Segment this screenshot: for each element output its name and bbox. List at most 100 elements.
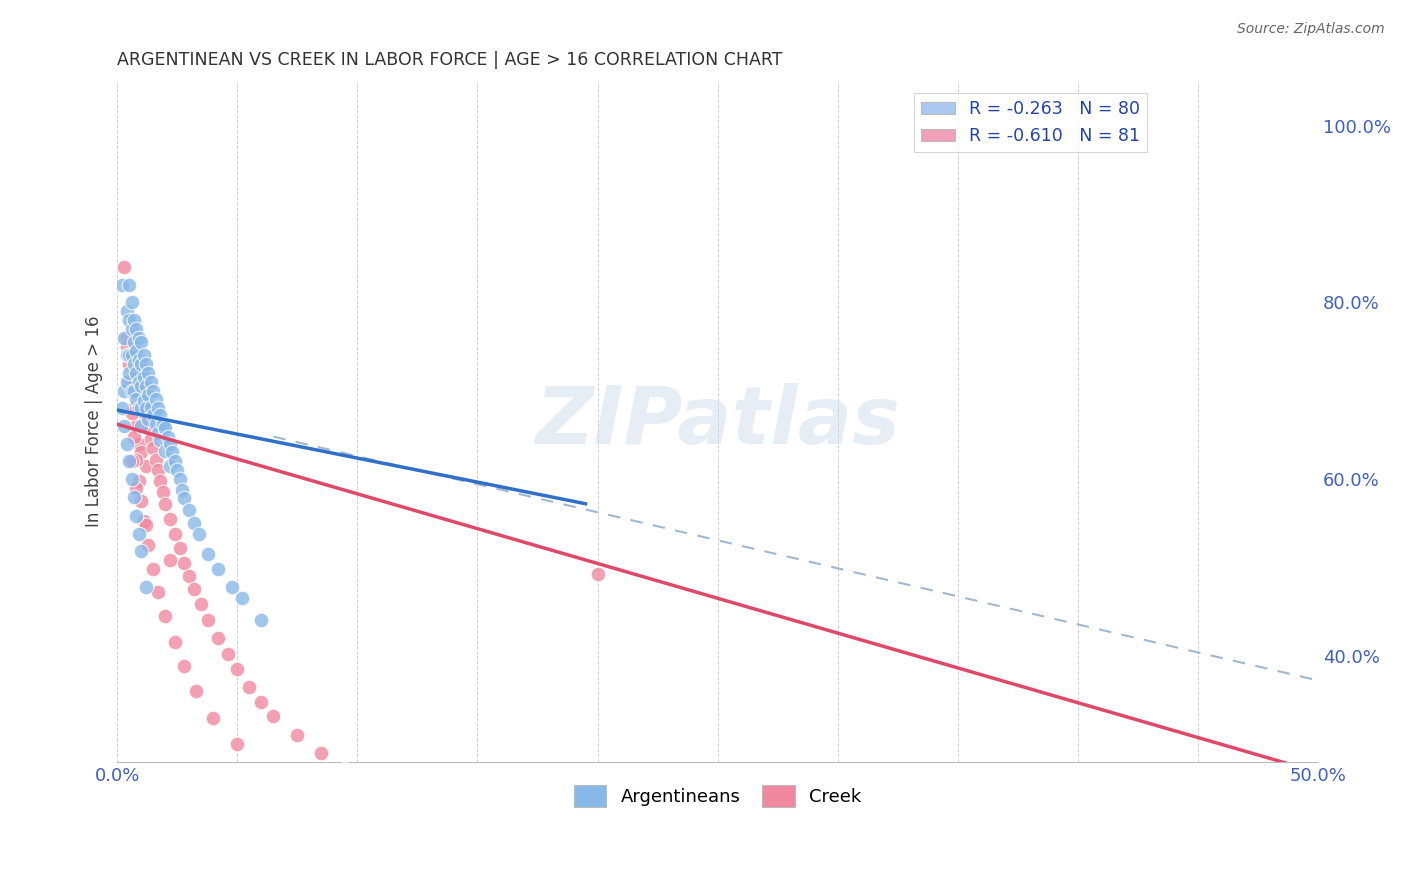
Point xyxy=(183,516,205,531)
Point xyxy=(803,889,825,892)
Point xyxy=(146,401,169,416)
Point xyxy=(135,458,157,473)
Point xyxy=(166,463,188,477)
Point xyxy=(115,330,138,344)
Point xyxy=(122,384,145,398)
Point xyxy=(121,472,143,486)
Point xyxy=(129,334,152,349)
Point xyxy=(658,871,681,886)
Point xyxy=(122,429,145,443)
Point xyxy=(197,613,219,627)
Point xyxy=(634,863,657,877)
Point xyxy=(202,710,225,724)
Point xyxy=(125,366,148,380)
Point xyxy=(478,825,501,839)
Point xyxy=(163,635,186,649)
Point xyxy=(129,445,152,459)
Point xyxy=(335,762,357,776)
Point xyxy=(129,392,152,407)
Point xyxy=(149,474,172,488)
Point xyxy=(370,781,392,796)
Point xyxy=(173,556,195,570)
Point xyxy=(183,582,205,597)
Point xyxy=(155,421,177,435)
Point xyxy=(128,352,150,367)
Point xyxy=(115,436,138,450)
Point xyxy=(311,790,333,805)
Point xyxy=(122,401,145,416)
Point xyxy=(226,662,249,676)
Point xyxy=(132,348,155,362)
Point xyxy=(115,339,138,353)
Point xyxy=(112,260,135,274)
Point xyxy=(111,401,134,416)
Point xyxy=(128,401,150,416)
Point xyxy=(142,562,165,576)
Point xyxy=(173,491,195,506)
Point xyxy=(118,348,141,362)
Point xyxy=(250,695,273,709)
Point xyxy=(285,728,308,742)
Point xyxy=(207,562,229,576)
Point xyxy=(118,375,141,389)
Point xyxy=(443,812,465,826)
Point xyxy=(159,436,181,450)
Point xyxy=(129,379,152,393)
Point xyxy=(173,659,195,673)
Point xyxy=(112,384,135,398)
Point xyxy=(142,384,165,398)
Point xyxy=(132,515,155,529)
Point xyxy=(135,401,157,416)
Point xyxy=(128,526,150,541)
Point xyxy=(186,684,208,698)
Point xyxy=(121,454,143,468)
Point xyxy=(132,394,155,409)
Point xyxy=(135,379,157,393)
Point xyxy=(128,375,150,389)
Point xyxy=(179,569,201,583)
Point xyxy=(128,384,150,398)
Point xyxy=(132,401,155,416)
Point xyxy=(118,357,141,371)
Point xyxy=(112,330,135,344)
Point xyxy=(129,419,152,434)
Point xyxy=(779,886,801,892)
Point xyxy=(155,609,177,624)
Point xyxy=(155,497,177,511)
Point xyxy=(122,490,145,504)
Point xyxy=(145,417,167,432)
Point xyxy=(311,746,333,760)
Point xyxy=(526,838,548,853)
Point xyxy=(112,419,135,434)
Point xyxy=(586,567,609,582)
Point xyxy=(122,357,145,371)
Point xyxy=(122,313,145,327)
Point xyxy=(129,544,152,558)
Point xyxy=(125,343,148,358)
Point xyxy=(121,322,143,336)
Point xyxy=(706,874,728,888)
Point xyxy=(111,277,134,292)
Point xyxy=(118,366,141,380)
Point xyxy=(155,443,177,458)
Point xyxy=(159,458,181,473)
Point xyxy=(145,392,167,407)
Point xyxy=(169,541,191,555)
Point xyxy=(138,538,160,552)
Point xyxy=(121,348,143,362)
Point xyxy=(128,436,150,450)
Point xyxy=(207,631,229,645)
Point xyxy=(187,526,209,541)
Point xyxy=(139,400,162,414)
Point xyxy=(149,433,172,447)
Point xyxy=(125,392,148,407)
Point xyxy=(146,425,169,440)
Point xyxy=(149,409,172,423)
Point xyxy=(146,585,169,599)
Point xyxy=(115,375,138,389)
Point xyxy=(125,509,148,524)
Point xyxy=(142,441,165,455)
Point xyxy=(138,366,160,380)
Legend: Argentineans, Creek: Argentineans, Creek xyxy=(567,778,869,814)
Point xyxy=(129,494,152,508)
